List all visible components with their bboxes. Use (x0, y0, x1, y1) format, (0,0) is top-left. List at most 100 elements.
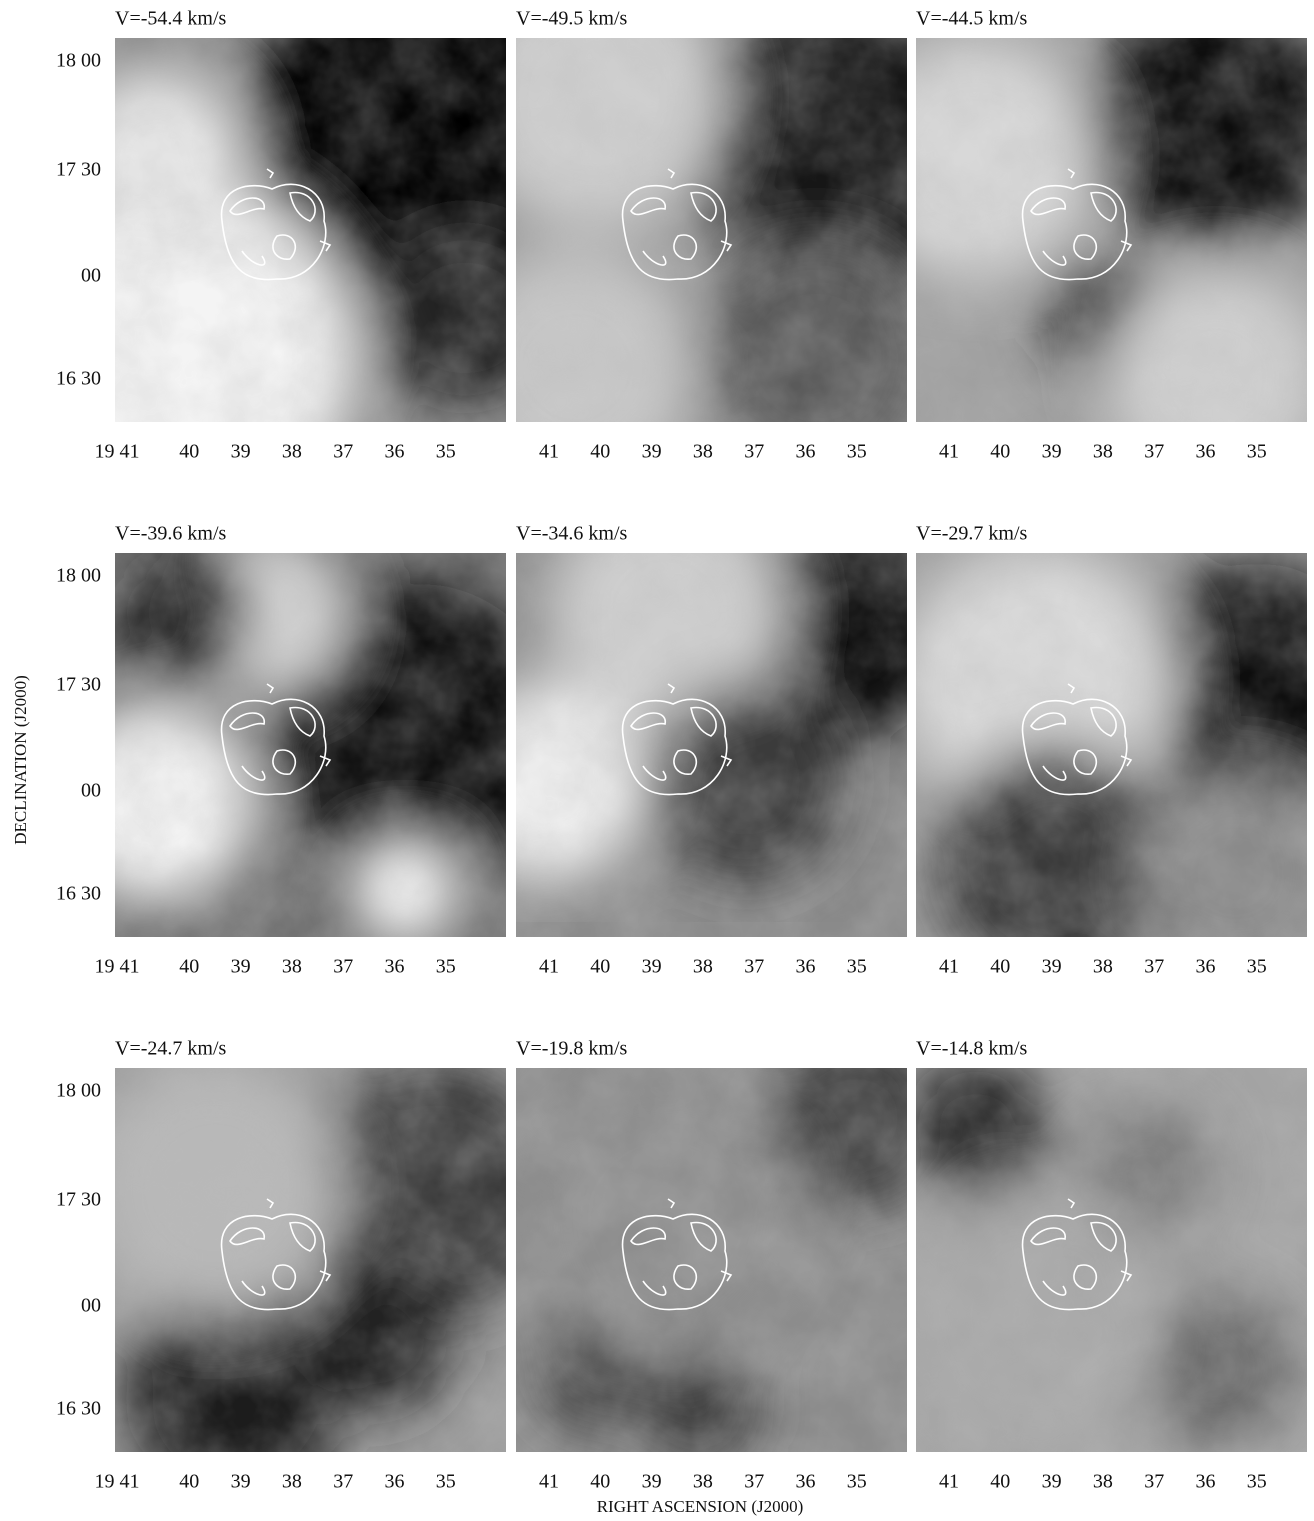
panel-image (516, 1028, 946, 1468)
x-tick-label: 35 (1247, 1471, 1267, 1493)
x-tick-label: 36 (385, 956, 405, 978)
y-tick-label: 17 30 (56, 159, 101, 181)
x-tick-label: 39 (1042, 1471, 1062, 1493)
x-tick-label: 37 (1144, 1471, 1164, 1493)
x-tick-label: 41 (939, 1471, 959, 1493)
x-tick-label: 41 (539, 1471, 559, 1493)
x-tick-label: 37 (744, 1471, 764, 1493)
x-tick-label: 40 (990, 1471, 1010, 1493)
panel-title: V=-14.8 km/s (916, 1038, 1027, 1060)
y-tick-label: 16 30 (56, 883, 101, 905)
x-tick-label: 35 (847, 1471, 867, 1493)
x-tick-label: 19 41 (95, 956, 140, 978)
panel-title: V=-29.7 km/s (916, 523, 1027, 545)
y-tick-label: 18 00 (56, 1080, 101, 1102)
x-tick-label: 41 (939, 956, 959, 978)
x-tick-label: 19 41 (95, 1471, 140, 1493)
x-tick-label: 19 41 (95, 441, 140, 463)
x-tick-label: 37 (333, 1471, 353, 1493)
x-tick-label: 40 (990, 956, 1010, 978)
x-tick-label: 37 (744, 956, 764, 978)
x-tick-label: 39 (1042, 956, 1062, 978)
x-tick-label: 39 (231, 1471, 251, 1493)
x-tick-label: 36 (796, 1471, 816, 1493)
x-tick-label: 37 (1144, 956, 1164, 978)
x-tick-label: 35 (436, 1471, 456, 1493)
x-tick-label: 40 (590, 1471, 610, 1493)
panel-title: V=-19.8 km/s (516, 1038, 627, 1060)
noise (516, 38, 907, 422)
x-tick-label: 39 (642, 1471, 662, 1493)
x-tick-label: 40 (590, 441, 610, 463)
x-tick-label: 38 (282, 956, 302, 978)
y-tick-label: 00 (81, 1295, 101, 1317)
x-tick-label: 36 (385, 441, 405, 463)
x-tick-label: 36 (1196, 956, 1216, 978)
x-tick-label: 36 (796, 956, 816, 978)
panel-image (446, 493, 956, 937)
y-tick-label: 18 00 (56, 565, 101, 587)
noise (516, 1068, 907, 1452)
x-tick-label: 36 (1196, 1471, 1216, 1493)
noise (916, 553, 1307, 937)
y-axis-label: DECLINATION (J2000) (11, 675, 30, 845)
y-tick-label: 16 30 (56, 1398, 101, 1420)
x-tick-label: 40 (590, 956, 610, 978)
y-tick-label: 00 (81, 265, 101, 287)
noise (115, 1068, 506, 1452)
x-tick-label: 38 (282, 441, 302, 463)
x-tick-label: 41 (539, 441, 559, 463)
panel-title: V=-39.6 km/s (115, 523, 226, 545)
y-tick-label: 18 00 (56, 50, 101, 72)
figure: DECLINATION (J2000) RIGHT ASCENSION (J20… (0, 0, 1314, 1521)
x-tick-label: 40 (179, 1471, 199, 1493)
y-tick-label: 16 30 (56, 368, 101, 390)
panel-image (55, 533, 565, 943)
noise (916, 1068, 1307, 1452)
x-tick-label: 35 (847, 956, 867, 978)
x-tick-label: 39 (1042, 441, 1062, 463)
panel-title: V=-24.7 km/s (115, 1038, 226, 1060)
noise (115, 553, 506, 937)
x-tick-label: 41 (539, 956, 559, 978)
noise (916, 38, 1307, 422)
x-tick-label: 39 (231, 441, 251, 463)
x-tick-label: 37 (744, 441, 764, 463)
panel-image (85, 1058, 565, 1508)
x-tick-label: 35 (1247, 956, 1267, 978)
x-tick-label: 37 (333, 441, 353, 463)
x-tick-label: 38 (282, 1471, 302, 1493)
x-tick-label: 35 (436, 956, 456, 978)
panel-title: V=-34.6 km/s (516, 523, 627, 545)
x-tick-label: 39 (642, 441, 662, 463)
x-tick-label: 39 (642, 956, 662, 978)
x-tick-label: 40 (179, 441, 199, 463)
noise (516, 553, 907, 937)
x-tick-label: 38 (693, 1471, 713, 1493)
panel-title: V=-54.4 km/s (115, 8, 226, 30)
x-tick-label: 38 (693, 441, 713, 463)
x-tick-label: 35 (847, 441, 867, 463)
x-tick-label: 37 (1144, 441, 1164, 463)
x-tick-label: 35 (1247, 441, 1267, 463)
panel-image (456, 0, 986, 488)
noise (115, 38, 506, 422)
x-tick-label: 38 (1093, 441, 1113, 463)
x-tick-label: 38 (1093, 956, 1113, 978)
x-tick-label: 40 (179, 956, 199, 978)
x-tick-label: 39 (231, 956, 251, 978)
y-tick-label: 17 30 (56, 674, 101, 696)
x-tick-label: 36 (1196, 441, 1216, 463)
x-axis-label: RIGHT ASCENSION (J2000) (597, 1497, 804, 1516)
panel-image (856, 0, 1314, 488)
panel-image (906, 1058, 1307, 1452)
panel-title: V=-44.5 km/s (916, 8, 1027, 30)
x-tick-label: 36 (385, 1471, 405, 1493)
x-tick-label: 36 (796, 441, 816, 463)
y-tick-label: 00 (81, 780, 101, 802)
x-tick-label: 38 (1093, 1471, 1113, 1493)
y-tick-label: 17 30 (56, 1189, 101, 1211)
x-tick-label: 41 (939, 441, 959, 463)
panel-image (896, 543, 1314, 983)
x-tick-label: 35 (436, 441, 456, 463)
